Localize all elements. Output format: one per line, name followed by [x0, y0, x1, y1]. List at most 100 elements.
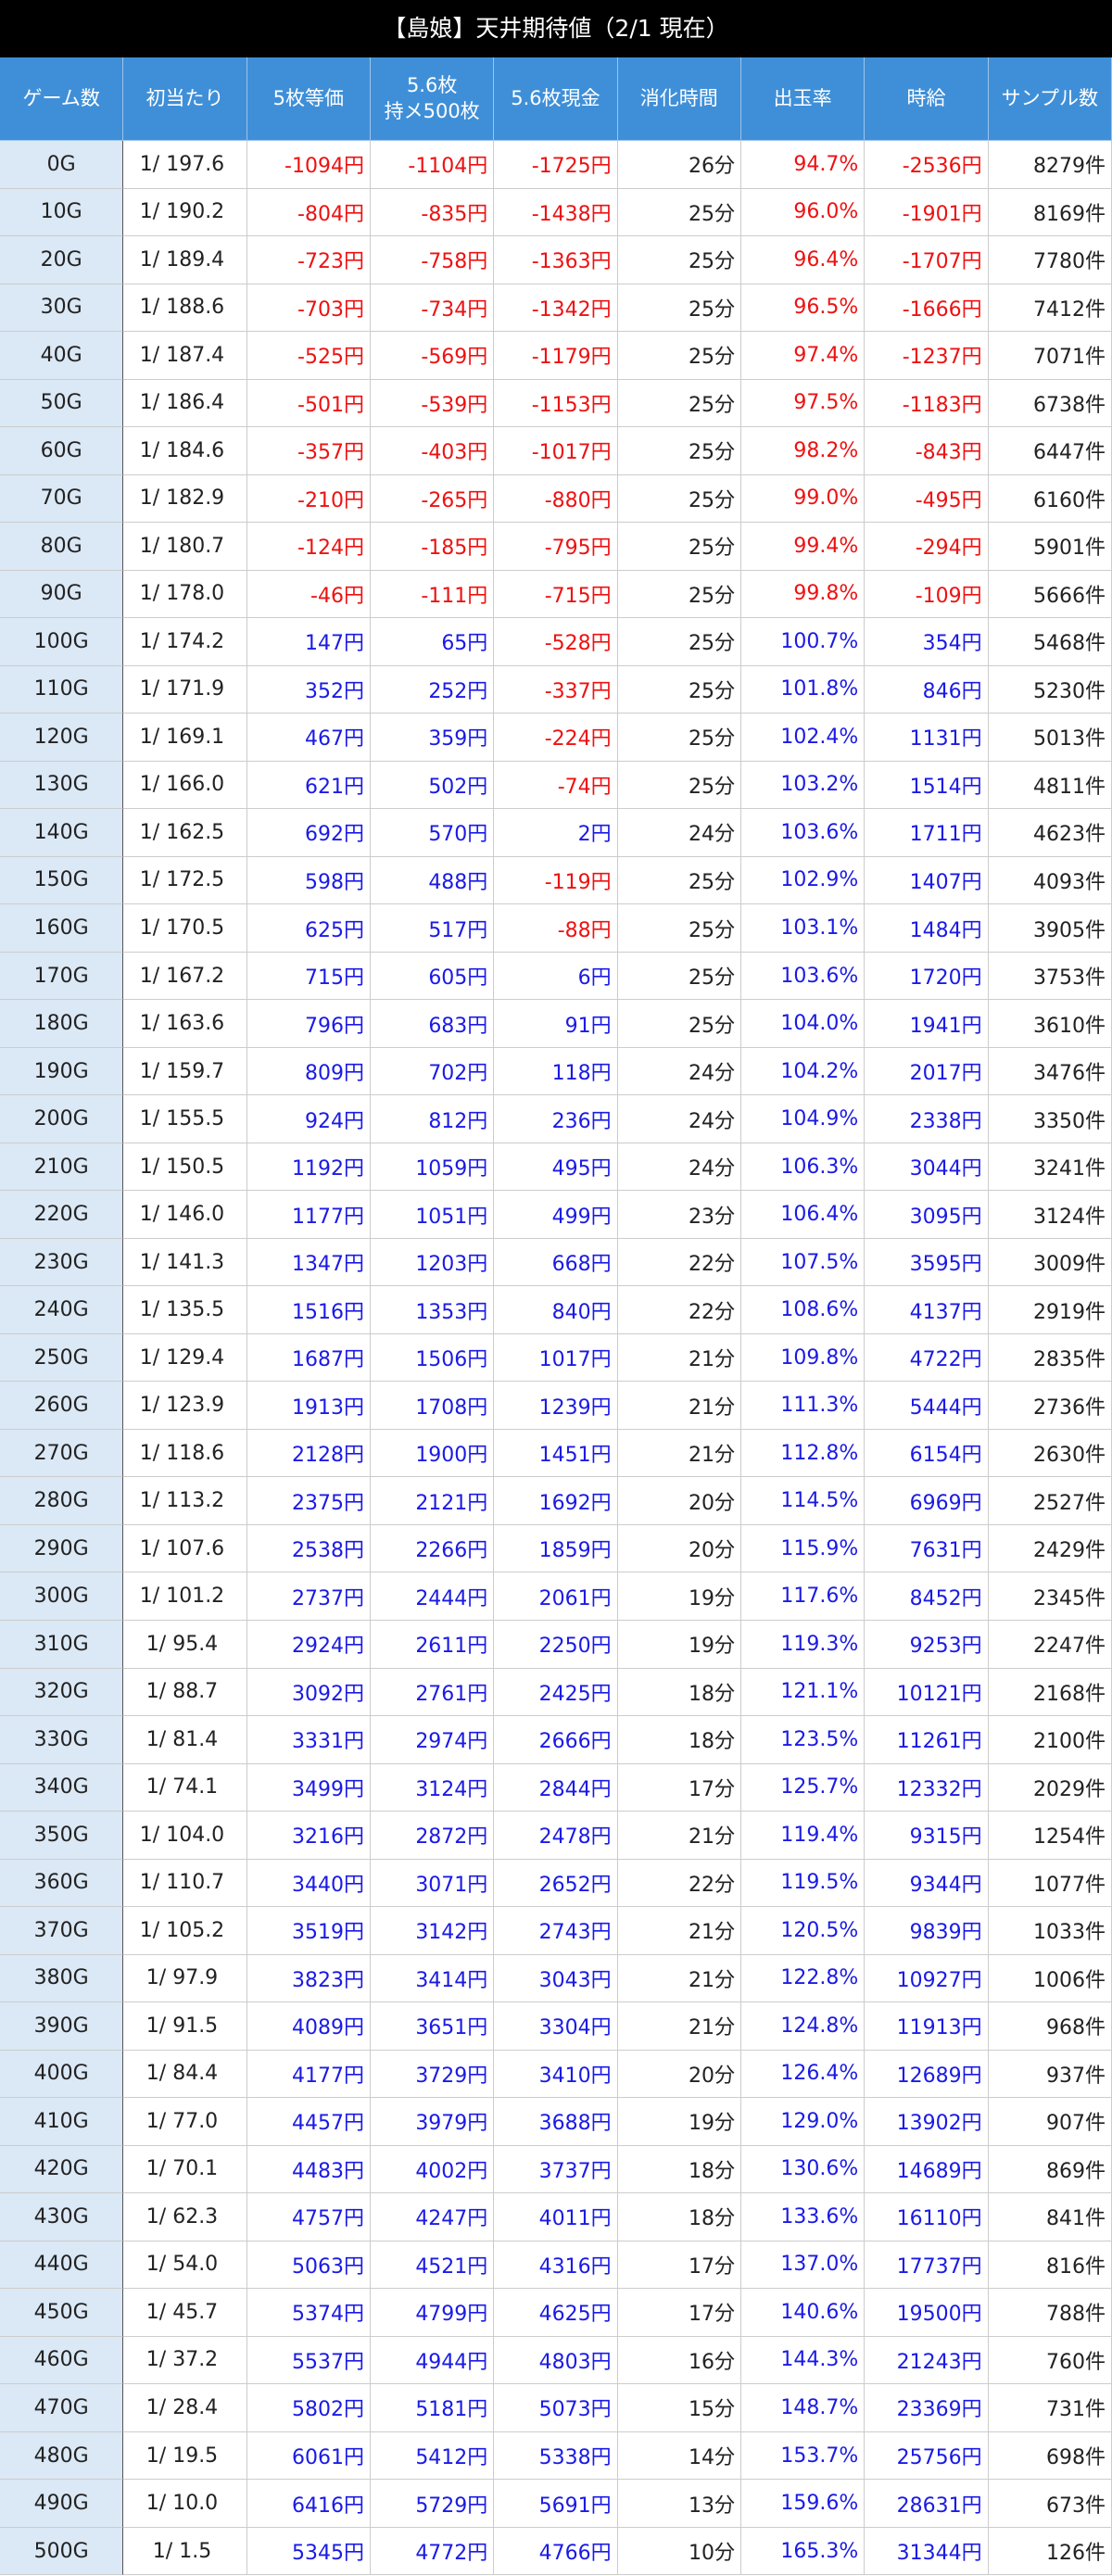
cell: 25分 [617, 523, 741, 571]
cell: 147円 [246, 618, 371, 666]
cell: 1/ 118.6 [123, 1429, 247, 1478]
cell: 17分 [617, 1763, 741, 1812]
cell: -1707円 [865, 236, 989, 284]
cell: 22分 [617, 1238, 741, 1287]
column-header: ゲーム数 [0, 57, 124, 141]
cell: 1/ 197.6 [123, 141, 247, 189]
cell: 1/ 189.4 [123, 236, 247, 284]
cell: -109円 [865, 570, 989, 619]
cell: 605円 [370, 952, 495, 1001]
row-header: 60G [0, 427, 124, 475]
cell: 4011円 [494, 2193, 618, 2241]
cell: 846円 [865, 665, 989, 714]
cell: -1342円 [494, 284, 618, 333]
cell: 103.2% [740, 761, 866, 810]
row-header: 430G [0, 2193, 124, 2241]
cell: -1017円 [494, 427, 618, 475]
row-header: 160G [0, 904, 124, 953]
cell: 1/ 180.7 [123, 523, 247, 571]
row-header: 120G [0, 713, 124, 762]
cell: 2835件 [988, 1333, 1112, 1383]
cell: -723円 [246, 236, 371, 284]
row-header: 230G [0, 1238, 124, 1287]
cell: 2538円 [246, 1524, 371, 1573]
cell: 1708円 [370, 1382, 495, 1430]
cell: 1/ 113.2 [123, 1477, 247, 1525]
cell: 1692円 [494, 1477, 618, 1525]
cell: 109.8% [740, 1333, 866, 1383]
cell: 20分 [617, 2050, 741, 2099]
cell: 22分 [617, 1859, 741, 1908]
cell: 702円 [370, 1047, 495, 1096]
cell: 119.4% [740, 1812, 866, 1860]
cell: 108.6% [740, 1286, 866, 1334]
cell: 31344円 [865, 2527, 989, 2576]
cell: 625円 [246, 904, 371, 953]
cell: 2666円 [494, 1716, 618, 1764]
cell: 4803円 [494, 2336, 618, 2385]
cell: 21243円 [865, 2336, 989, 2385]
cell: 18分 [617, 2193, 741, 2241]
table: ゲーム数 初当たり 5枚等価 5.6枚 持メ500枚 5.6枚現金 消化時間 出玉率 時給 サン… [0, 57, 1112, 2576]
cell: 6160件 [988, 474, 1112, 524]
cell: 1/ 129.4 [123, 1333, 247, 1383]
cell: 1/ 91.5 [123, 2002, 247, 2051]
row-header: 380G [0, 1954, 124, 2003]
cell: 715円 [246, 952, 371, 1001]
cell: 6円 [494, 952, 618, 1001]
cell: 1/ 107.6 [123, 1524, 247, 1573]
cell: 1900円 [370, 1429, 495, 1478]
cell: 1/ 188.6 [123, 284, 247, 333]
cell: 10分 [617, 2527, 741, 2576]
cell: -88円 [494, 904, 618, 953]
cell: 9839円 [865, 1907, 989, 1955]
cell: 5063円 [246, 2241, 371, 2290]
cell: 1254件 [988, 1812, 1112, 1860]
cell: 2844円 [494, 1763, 618, 1812]
cell: 8452円 [865, 1572, 989, 1621]
row-header: 20G [0, 236, 124, 284]
cell: 1/ 178.0 [123, 570, 247, 619]
cell: 130.6% [740, 2145, 866, 2194]
cell: 5691円 [494, 2480, 618, 2528]
cell: 3044円 [865, 1143, 989, 1192]
row-header: 310G [0, 1620, 124, 1669]
cell: 5802円 [246, 2384, 371, 2432]
row-header: 190G [0, 1047, 124, 1096]
cell: 354円 [865, 618, 989, 666]
cell: 97.5% [740, 379, 866, 428]
cell: 1711円 [865, 809, 989, 857]
cell: 3414円 [370, 1954, 495, 2003]
cell: 24分 [617, 809, 741, 857]
cell: 673件 [988, 2480, 1112, 2528]
cell: 102.9% [740, 856, 866, 905]
cell: 1192円 [246, 1143, 371, 1192]
cell: 1941円 [865, 1000, 989, 1048]
cell: 107.5% [740, 1238, 866, 1287]
row-header: 30G [0, 284, 124, 333]
cell: -1237円 [865, 332, 989, 380]
cell: 153.7% [740, 2431, 866, 2481]
cell: 100.7% [740, 618, 866, 666]
cell: 4799円 [370, 2289, 495, 2337]
cell: 12332円 [865, 1763, 989, 1812]
cell: 3009件 [988, 1238, 1112, 1287]
cell: 165.3% [740, 2527, 866, 2576]
cell: 1177円 [246, 1191, 371, 1239]
cell: 5374円 [246, 2289, 371, 2337]
cell: 1484円 [865, 904, 989, 953]
cell: 2121円 [370, 1477, 495, 1525]
row-header: 80G [0, 523, 124, 571]
cell: 14689円 [865, 2145, 989, 2194]
cell: 1/ 110.7 [123, 1859, 247, 1908]
cell: 9344円 [865, 1859, 989, 1908]
cell: 2168件 [988, 1668, 1112, 1717]
cell: 94.7% [740, 141, 866, 189]
cell: 6416円 [246, 2480, 371, 2528]
cell: 17分 [617, 2241, 741, 2290]
cell: -795円 [494, 523, 618, 571]
cell: 621円 [246, 761, 371, 810]
cell: 19500円 [865, 2289, 989, 2337]
cell: 2444円 [370, 1572, 495, 1621]
cell: 4625円 [494, 2289, 618, 2337]
